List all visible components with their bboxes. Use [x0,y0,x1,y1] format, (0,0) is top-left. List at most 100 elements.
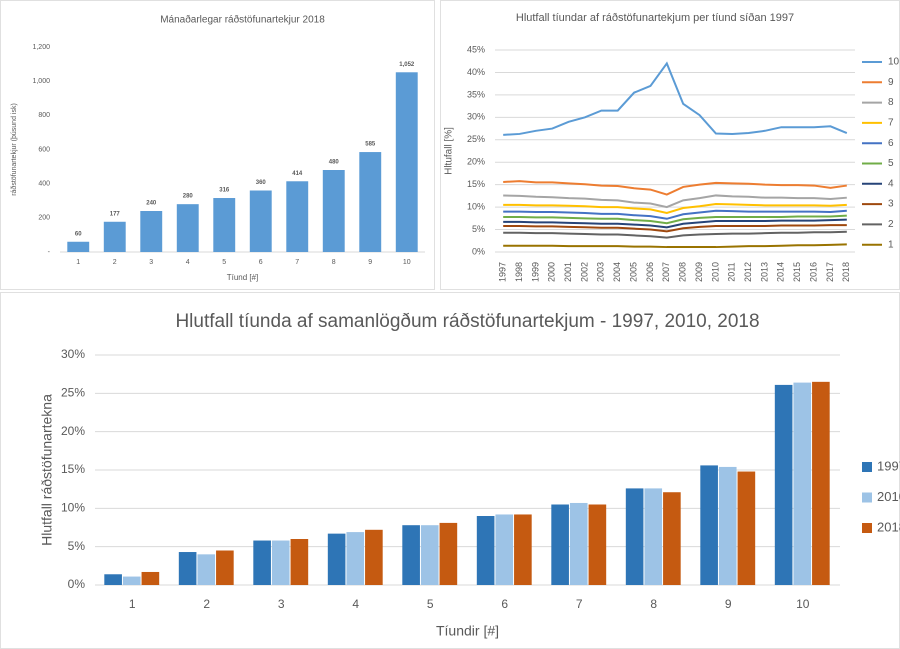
bar [176,204,199,252]
x-tick-label: 2000 [547,262,557,282]
x-tick-label: 4 [186,259,190,266]
y-tick-label: 15% [467,179,485,189]
x-tick-label: 2013 [759,262,769,282]
y-tick-label: 25% [61,386,85,400]
legend-swatch [862,462,872,472]
x-tick-label: 2 [203,597,210,611]
x-tick-label: 1 [129,597,136,611]
x-tick-label: 1999 [530,262,540,282]
bar [327,533,346,585]
series-line [503,224,847,233]
x-tick-label: 1998 [514,262,524,282]
x-tick-label: 2014 [776,262,786,282]
legend-label: 5 [888,158,894,169]
bar [569,502,588,585]
x-tick-label: 2007 [661,262,671,282]
x-tick-label: 9 [725,597,732,611]
x-tick-label: 2011 [727,262,737,281]
bar [359,152,382,252]
bar [290,539,309,585]
bar [122,576,141,585]
y-tick-label: 25% [467,134,485,144]
y-tick-label: 800 [38,112,50,119]
bar [793,382,812,585]
bar [141,571,160,585]
x-tick-label: 2012 [743,262,753,282]
x-tick-label: 6 [501,597,508,611]
bar [700,465,718,585]
y-tick-label: 10% [467,201,485,211]
bar [253,540,271,585]
value-label: 414 [292,171,303,177]
series-line [503,230,847,239]
y-tick-label: 30% [467,112,485,122]
value-label: 240 [146,201,157,207]
x-tick-label: 2008 [678,262,688,282]
y-tick-label: 45% [467,44,485,54]
y-tick-label: 20% [467,157,485,167]
x-tick-label: 10 [403,259,411,266]
bar [213,198,236,252]
y-tick-label: 5% [68,539,86,553]
bar [551,504,569,585]
y-axis-label: ráðstöfunartekjur (þúsund isk) [10,103,18,196]
x-tick-label: 2005 [628,262,638,282]
x-axis-label: Tíundir [#] [436,623,499,639]
y-tick-label: 15% [61,462,85,476]
legend-label: 1997 [877,458,900,473]
value-label: 177 [110,211,121,217]
bar [495,514,514,585]
x-tick-label: 8 [650,597,657,611]
chart-title: Hlutfall tíundar af ráðstöfunartekjum pe… [516,12,794,24]
x-tick-label: 8 [332,259,336,266]
y-tick-label: - [48,249,51,256]
x-tick-label: 1 [76,259,80,266]
bar [197,554,216,585]
bar [365,529,383,585]
y-axis-label: Hlutfall ráðstöfunartekna [39,394,55,546]
x-tick-label: 2006 [645,262,655,282]
value-label: 280 [183,194,194,200]
bar [439,522,458,585]
value-label: 316 [219,188,230,194]
legend-label: 7 [888,118,894,129]
bar [249,190,272,252]
bar [322,170,345,252]
x-tick-label: 5 [427,597,434,611]
chart-title: Mánaðarlegar ráðstöfunartekjur 2018 [160,14,325,26]
bar [395,72,418,253]
bar [514,514,532,585]
legend-swatch [862,523,872,533]
legend-label: 2 [888,219,894,230]
y-tick-label: 200 [38,215,50,222]
legend-label: 10 [888,57,900,68]
legend-label: 8 [888,97,894,108]
bar [774,384,793,585]
legend-swatch [862,492,872,503]
bar [67,241,90,252]
x-tick-label: 3 [278,597,285,611]
y-tick-label: 20% [61,424,85,438]
x-tick-label: 10 [796,597,810,611]
legend-label: 6 [888,138,894,149]
x-axis-label: Tíund [#] [227,273,259,282]
chart-title: Hlutfall tíunda af samanlögðum ráðstöfun… [175,311,759,332]
x-tick-label: 2004 [612,262,622,282]
bar [644,488,663,585]
legend-label: 2018 [877,519,900,534]
x-tick-label: 2 [113,259,117,266]
x-tick-label: 4 [352,597,359,611]
legend-label: 4 [888,178,894,189]
bar [402,525,420,585]
series-line [503,209,847,220]
value-label: 60 [75,231,82,237]
x-tick-label: 2015 [792,262,802,282]
bar [420,525,439,585]
series-line [503,214,847,225]
x-tick-label: 2017 [825,262,835,282]
bar [346,532,365,585]
y-tick-label: 10% [61,501,85,515]
y-tick-label: 1,000 [32,78,50,85]
x-tick-label: 3 [149,259,153,266]
y-tick-label: 0% [472,246,485,256]
